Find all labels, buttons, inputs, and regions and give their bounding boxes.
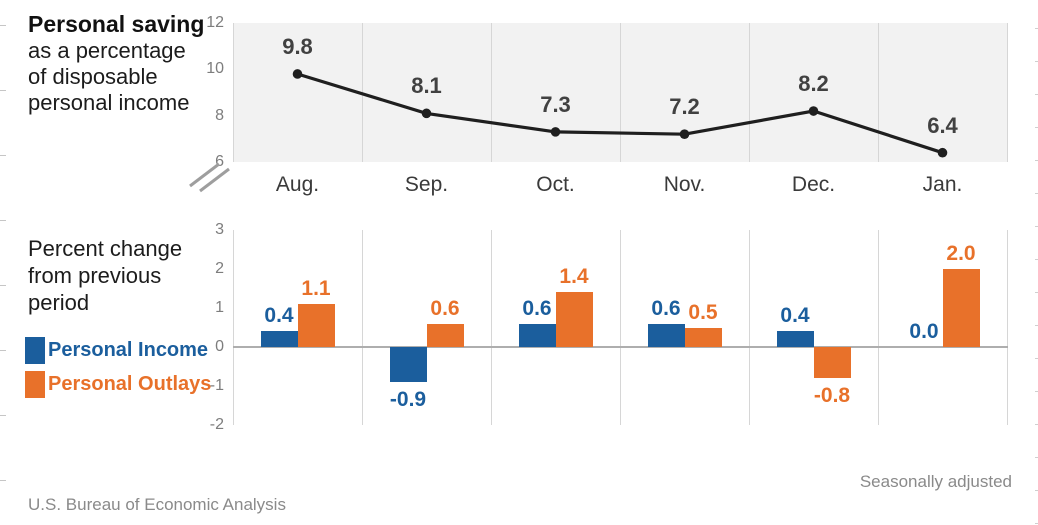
- bar-value-label: 0.4: [780, 304, 810, 328]
- right-edge-ticks: [1035, 28, 1038, 525]
- bar-outlays: [297, 304, 335, 347]
- subtitle-line-3: personal income: [28, 90, 190, 115]
- bar-value-label: 0.4: [264, 304, 294, 328]
- bar-outlays: [942, 269, 980, 347]
- month-label: Aug.: [275, 173, 320, 196]
- percent-change-line-2: from previous: [28, 263, 162, 288]
- zero-axis-line: [233, 346, 1008, 348]
- month-label: Sep.: [404, 173, 449, 196]
- line-value-label: 7.3: [540, 91, 571, 117]
- bar-income: [389, 347, 427, 383]
- seasonally-adjusted-note: Seasonally adjusted: [859, 472, 1012, 491]
- line-data-point: [808, 106, 819, 116]
- bar-outlays: [813, 347, 851, 379]
- line-value-label: 6.4: [927, 112, 958, 138]
- y-tick-label: 3: [215, 221, 224, 238]
- bar-income: [518, 323, 556, 347]
- y-tick-label: -2: [209, 416, 224, 433]
- personal-income-swatch: [25, 337, 45, 364]
- line-value-label: 9.8: [282, 33, 313, 59]
- bar-income: [260, 331, 298, 347]
- bar-outlays: [684, 327, 722, 347]
- subtitle-line-1: as a percentage: [28, 38, 186, 63]
- percent-change-bar-chart-plot-area: [233, 230, 1008, 425]
- month-label: Jan.: [922, 173, 963, 196]
- line-data-point: [937, 147, 948, 158]
- line-value-label: 8.1: [411, 73, 442, 99]
- bar-value-label: 1.1: [301, 277, 331, 301]
- personal-income-label: Personal Income: [48, 339, 209, 361]
- personal-outlays-swatch: [25, 371, 45, 398]
- left-edge-ticks: [0, 25, 6, 525]
- y-tick-label: 1: [215, 299, 224, 316]
- y-tick-label: 10: [206, 60, 224, 78]
- y-tick-label: 0: [215, 338, 224, 355]
- line-data-point: [679, 129, 690, 139]
- bar-value-label: 0.0: [909, 320, 939, 343]
- line-data-point: [292, 69, 303, 79]
- month-label: Dec.: [791, 173, 836, 196]
- bar-value-label: 0.5: [688, 300, 718, 324]
- saving-line-series: [292, 69, 948, 158]
- percent-change-title: Percent change from previous period: [28, 235, 228, 316]
- line-data-point: [550, 127, 561, 137]
- y-tick-label: 8: [215, 106, 224, 124]
- source-attribution: U.S. Bureau of Economic Analysis: [28, 495, 286, 514]
- bar-income: [647, 323, 685, 347]
- bar-value-label: 2.0: [946, 242, 976, 265]
- line-data-point: [421, 108, 432, 119]
- y-tick-label: 2: [215, 260, 224, 277]
- month-label: Nov.: [663, 173, 706, 196]
- subtitle-line-2: of disposable: [28, 64, 158, 89]
- bar-value-label: 1.4: [559, 265, 589, 289]
- bar-value-label: -0.9: [389, 388, 427, 412]
- bar-value-label: 0.6: [651, 296, 681, 320]
- legend-item-personal-outlays: Personal Outlays: [25, 371, 211, 398]
- bar-value-label: -0.8: [813, 384, 851, 408]
- y-tick-label: -1: [209, 377, 224, 394]
- bar-value-label: 0.6: [430, 296, 460, 320]
- y-tick-label: 6: [215, 153, 224, 170]
- page-title: Personal saving: [28, 11, 205, 37]
- bar-income: [776, 331, 814, 347]
- line-value-label: 7.2: [669, 94, 700, 120]
- percent-change-line-3: period: [28, 290, 90, 315]
- bar-outlays: [426, 323, 464, 347]
- bar-outlays: [555, 292, 593, 347]
- personal-outlays-label: Personal Outlays: [48, 373, 212, 395]
- axis-break-icon: [189, 162, 230, 193]
- line-value-label: 8.2: [798, 71, 829, 97]
- percent-change-line-1: Percent change: [28, 236, 183, 261]
- title-block: Personal saving as a percentage of dispo…: [28, 11, 228, 116]
- legend-item-personal-income: Personal Income: [25, 337, 208, 364]
- month-label: Oct.: [536, 173, 575, 196]
- bar-value-label: 0.6: [522, 296, 552, 320]
- y-tick-label: 12: [206, 14, 224, 31]
